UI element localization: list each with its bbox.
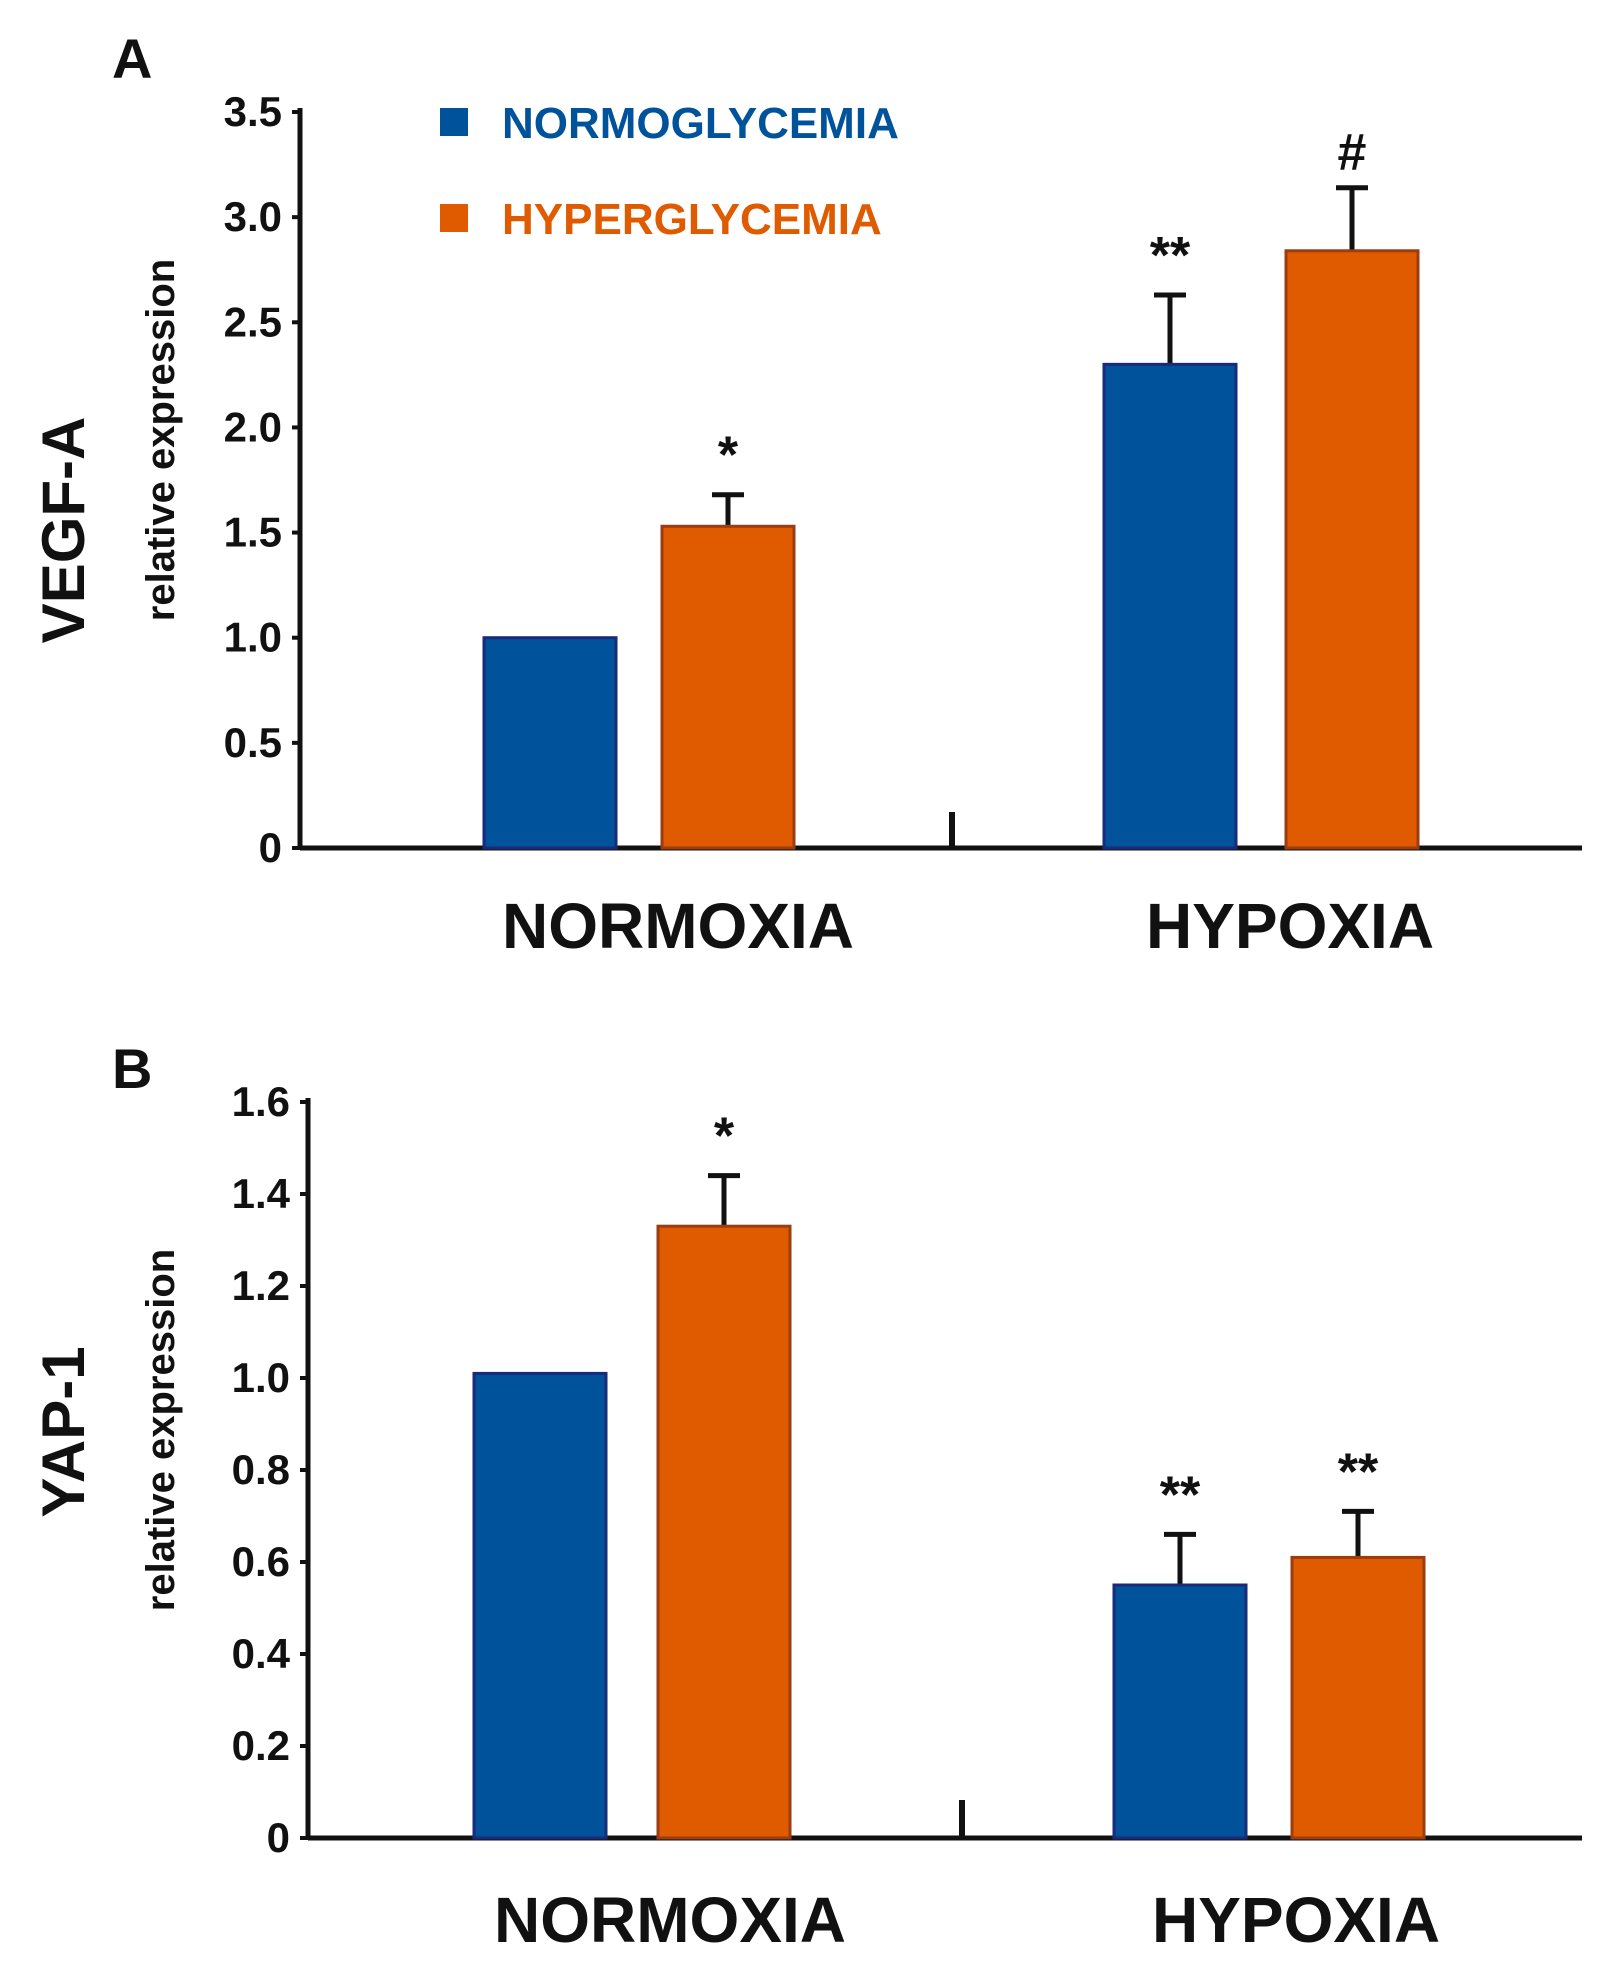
panel-a-bar-normoglycemia-hypoxia [1102, 362, 1238, 850]
panel-a-category-label: HYPOXIA [1146, 890, 1434, 962]
panel-a-significance-label: # [1338, 124, 1367, 182]
panel-b-y-tick-label: 0.6 [232, 1538, 290, 1585]
panel-b-plot: 0 0.2 0.4 0.6 0.8 1.0 1.2 1.4 1.6 NORMOXIA HYPOXIA… [232, 1078, 1582, 1956]
panel-b-bar-normoglycemia-hypoxia [1112, 1583, 1248, 1840]
panel-a-category-label: NORMOXIA [502, 890, 854, 962]
panel-a-y-tick-label: 3.5 [224, 88, 282, 135]
panel-b-y-tick-label: 1.6 [232, 1078, 290, 1125]
panel-b-y-tick-label: 0.8 [232, 1446, 290, 1493]
legend-label-normoglycemia: NORMOGLYCEMIA [502, 99, 899, 148]
panel-a-significance-label: ** [1150, 227, 1191, 285]
panel-b-significance-label: * [714, 1108, 735, 1166]
panel-b-gene-label: YAP-1 [30, 1346, 97, 1517]
legend-swatch-hyperglycemia [440, 204, 468, 232]
panel-a-ylabel: relative expression [139, 259, 183, 621]
panel-a-bar-hyperglycemia-normoxia [660, 524, 796, 850]
legend-swatch-normoglycemia [440, 108, 468, 136]
panel-b-significance-label: ** [1160, 1466, 1201, 1524]
panel-b-y-tick-label: 1.0 [232, 1354, 290, 1401]
panel-a-gene-label: VEGF-A [30, 417, 97, 644]
panel-a-y-tick-label: 0.5 [224, 719, 282, 766]
panel-a-y-tick-label: 2.5 [224, 298, 282, 345]
panel-b-y-tick-label: 0 [267, 1814, 290, 1861]
panel-a-significance-label: * [718, 427, 739, 485]
panel-a: A VEGF-A relative expression 0 0.5 1.0 1.5 2… [30, 27, 1582, 962]
panel-b-y-tick-label: 0.2 [232, 1722, 290, 1769]
panel-b-category-label: HYPOXIA [1152, 1884, 1440, 1956]
panel-a-bar-normoglycemia-normoxia [482, 636, 618, 850]
panel-b: B YAP-1 relative expression 0 0.2 0.4 0.6 0.… [30, 1037, 1582, 1956]
panel-a-bar-hyperglycemia-hypoxia [1284, 249, 1420, 850]
panel-b-bar-hyperglycemia-normoxia [656, 1224, 792, 1840]
panel-b-significance-label: ** [1338, 1443, 1379, 1501]
panel-a-y-tick-label: 1.0 [224, 614, 282, 661]
panel-a-y-tick-label: 0 [259, 824, 282, 871]
panel-b-ylabel: relative expression [139, 1249, 183, 1611]
panel-b-bar-hyperglycemia-hypoxia [1290, 1555, 1426, 1840]
panel-b-y-tick-label: 1.2 [232, 1262, 290, 1309]
legend: NORMOGLYCEMIA HYPERGLYCEMIA [440, 99, 899, 244]
panel-b-y-tick-label: 1.4 [232, 1170, 291, 1217]
panel-a-y-tick-label: 1.5 [224, 509, 282, 556]
panel-a-y-tick-label: 3.0 [224, 193, 282, 240]
panel-a-y-tick-label: 2.0 [224, 403, 282, 450]
panel-b-letter: B [112, 1037, 152, 1100]
panel-b-y-tick-label: 0.4 [232, 1630, 291, 1677]
panel-b-category-label: NORMOXIA [494, 1884, 846, 1956]
legend-label-hyperglycemia: HYPERGLYCEMIA [502, 195, 882, 244]
panel-a-letter: A [112, 27, 152, 90]
panel-b-bar-normoglycemia-normoxia [472, 1371, 608, 1840]
